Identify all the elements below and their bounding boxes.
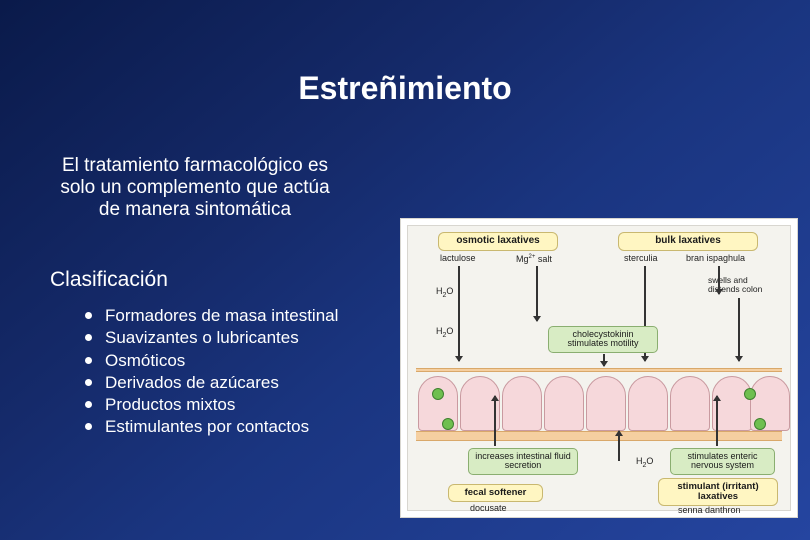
sublabel-senna: senna danthron: [678, 506, 741, 515]
villus: [670, 376, 710, 431]
sublabel-docusate: docusate: [470, 504, 507, 513]
arrow-down-icon: [738, 298, 740, 361]
sublabel-bran: bran ispaghula: [686, 254, 745, 263]
h2o-label: H2O: [436, 286, 453, 299]
classification-heading: Clasificación: [50, 268, 168, 292]
intestinal-wall: [416, 371, 782, 431]
sublabel-lactulose: lactulose: [440, 254, 476, 263]
list-item: Estimulantes por contactos: [85, 416, 338, 437]
receptor-dot: [744, 388, 756, 400]
arrow-down-icon: [718, 266, 720, 294]
intro-text: El tratamiento farmacológico es solo un …: [55, 155, 335, 221]
drugbox-title: fecal softener: [465, 487, 527, 498]
catbox-osmotic: osmotic laxatives: [438, 232, 558, 251]
arrow-up-icon: [618, 431, 620, 461]
villus: [502, 376, 542, 431]
receptor-dot: [442, 418, 454, 430]
list-item: Derivados de azúcares: [85, 372, 338, 393]
slide-content: Estreñimiento El tratamiento farmacológi…: [0, 0, 810, 540]
mechbox-cck: cholecystokinin stimulates motility: [548, 326, 658, 353]
villi-row: [416, 371, 782, 431]
villus: [628, 376, 668, 431]
arrow-up-icon: [716, 396, 718, 446]
catbox-bulk: bulk laxatives: [618, 232, 758, 251]
villus: [544, 376, 584, 431]
diagram-inner: osmotic laxatives lactulose Mg2+ salt bu…: [407, 225, 791, 511]
list-item: Formadores de masa intestinal: [85, 305, 338, 326]
list-item: Suavizantes o lubricantes: [85, 327, 338, 348]
arrow-down-icon: [536, 266, 538, 321]
list-item: Productos mixtos: [85, 394, 338, 415]
list-item: Osmóticos: [85, 350, 338, 371]
villus: [712, 376, 752, 431]
mechbox-secretion: increases intestinal fluid secretion: [468, 448, 578, 475]
h2o-label: H2O: [436, 326, 453, 339]
drugbox-stimulant: stimulant (irritant) laxatives: [658, 478, 778, 506]
arrow-up-icon: [494, 396, 496, 446]
mechbox-enteric: stimulates enteric nervous system: [670, 448, 775, 475]
slide-title: Estreñimiento: [0, 70, 810, 107]
receptor-dot: [432, 388, 444, 400]
muscle-layer: [416, 431, 782, 441]
arrow-down-icon: [458, 266, 460, 361]
villus: [586, 376, 626, 431]
sublabel-sterculia: sterculia: [624, 254, 658, 263]
drugbox-title: stimulant (irritant) laxatives: [677, 481, 758, 502]
laxatives-diagram: osmotic laxatives lactulose Mg2+ salt bu…: [400, 218, 798, 518]
sublabel-mg-salt: Mg2+ salt: [516, 254, 552, 264]
catbox-label: bulk laxatives: [655, 235, 721, 246]
catbox-label: osmotic laxatives: [456, 235, 539, 246]
receptor-dot: [754, 418, 766, 430]
classification-list: Formadores de masa intestinal Suavizante…: [85, 305, 338, 439]
drugbox-softener: fecal softener: [448, 484, 543, 502]
h2o-label: H2O: [636, 456, 653, 469]
arrow-down-icon: [603, 354, 605, 366]
